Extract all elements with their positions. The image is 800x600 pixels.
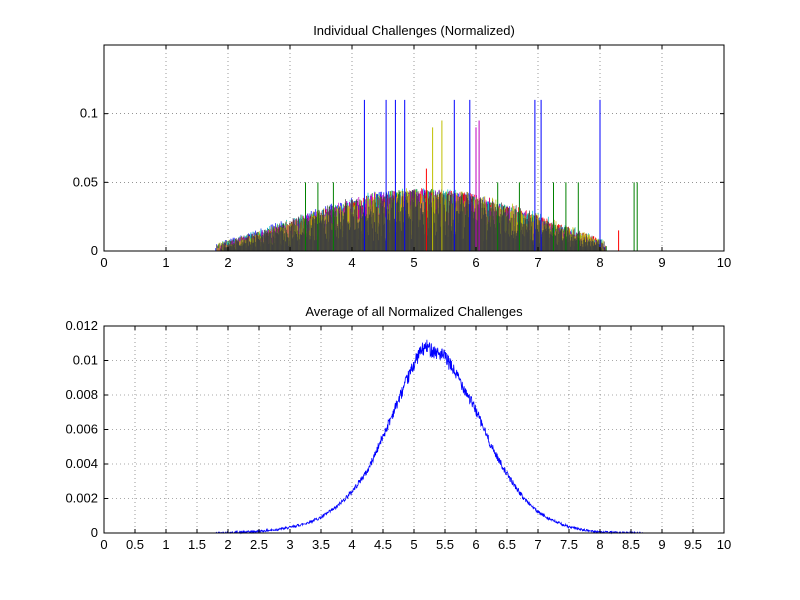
average-line [215,339,644,535]
axis-ticks: 0 0.5 1 1.5 2 2.5 3 3.5 4 4.5 5 5.5 6 6.5 7 7.5 8 8.5 9 9.5… [65,318,731,552]
x-tick-label: 2 [224,537,231,552]
chart-title: Average of all Normalized Challenges [305,304,523,319]
x-tick-label: 7.5 [560,537,578,552]
x-tick-label: 5 [410,255,417,270]
x-tick-label: 2 [224,255,231,270]
plot-area [215,99,638,251]
y-tick-label: 0.004 [65,456,98,471]
y-tick-label: 0.1 [80,106,98,121]
x-tick-label: 9 [658,255,665,270]
x-tick-label: 6 [472,537,479,552]
x-tick-label: 8.5 [622,537,640,552]
y-tick-label: 0.012 [65,318,98,333]
x-tick-label: 8 [596,537,603,552]
axis-ticks: 0 1 2 3 4 5 6 7 8 9 10 0 0.05 0.1 [73,45,731,270]
x-tick-label: 6 [472,255,479,270]
x-tick-label: 3 [286,255,293,270]
x-tick-label: 4.5 [374,537,392,552]
chart-average-normalized: Average of all Normalized Challenges 0 0.… [65,304,731,552]
y-tick-label: 0 [91,525,98,540]
x-tick-label: 10 [717,255,731,270]
x-tick-label: 3 [286,537,293,552]
x-tick-label: 4 [348,255,355,270]
x-tick-label: 3.5 [312,537,330,552]
plot-area [215,339,644,535]
x-tick-label: 9.5 [684,537,702,552]
y-tick-label: 0.05 [73,174,98,189]
x-tick-label: 5.5 [436,537,454,552]
y-tick-label: 0.006 [65,422,98,437]
y-tick-label: 0.01 [73,353,98,368]
y-tick-label: 0.008 [65,387,98,402]
x-tick-label: 1 [162,537,169,552]
x-tick-label: 8 [596,255,603,270]
x-tick-label: 5 [410,537,417,552]
y-tick-label: 0.002 [65,491,98,506]
x-tick-label: 0 [100,537,107,552]
x-tick-label: 10 [717,537,731,552]
x-tick-label: 6.5 [498,537,516,552]
grid [104,45,724,251]
y-tick-label: 0 [91,243,98,258]
x-tick-label: 2.5 [250,537,268,552]
x-tick-label: 0 [100,255,107,270]
x-tick-label: 7 [534,255,541,270]
x-tick-label: 1.5 [188,537,206,552]
grid [104,326,724,533]
chart-individual-challenges: Individual Challenges (Normalized) 0 1 2 3 4… [73,23,732,270]
x-tick-label: 1 [162,255,169,270]
x-tick-label: 4 [348,537,355,552]
x-tick-label: 9 [658,537,665,552]
x-tick-label: 0.5 [126,537,144,552]
x-tick-label: 7 [534,537,541,552]
chart-title: Individual Challenges (Normalized) [313,23,515,38]
